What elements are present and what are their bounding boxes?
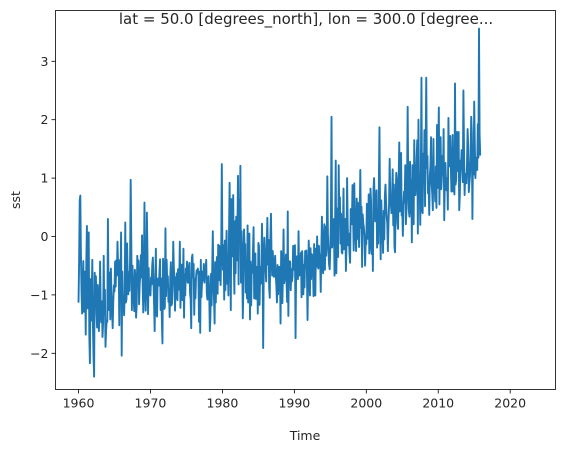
x-tick-label: 2000 [350,396,382,411]
x-tick-label: 2010 [422,396,454,411]
y-tick-label: 2 [41,112,49,127]
y-tick-label: 3 [41,54,49,69]
y-tick-label: −1 [30,287,48,302]
chart-title: lat = 50.0 [degrees_north], lon = 300.0 … [119,10,493,29]
x-axis-label: Time [289,428,321,443]
y-tick-label: 1 [41,171,49,186]
x-tick-label: 1960 [63,396,95,411]
x-tick-label: 1970 [135,396,167,411]
plot-area [55,10,556,390]
x-tick-label: 1980 [207,396,239,411]
y-axis-label: sst [8,191,23,209]
x-tick-label: 1990 [278,396,310,411]
y-tick-label: 0 [41,229,49,244]
axes-frame [55,10,556,390]
y-tick-label: −2 [30,346,48,361]
x-tick-label: 2020 [494,396,526,411]
sst-series-line [77,27,482,378]
y-axis: −2 −1 0 1 2 3 [30,54,56,361]
x-axis: 1960 1970 1980 1990 2000 2010 2020 [63,389,526,411]
